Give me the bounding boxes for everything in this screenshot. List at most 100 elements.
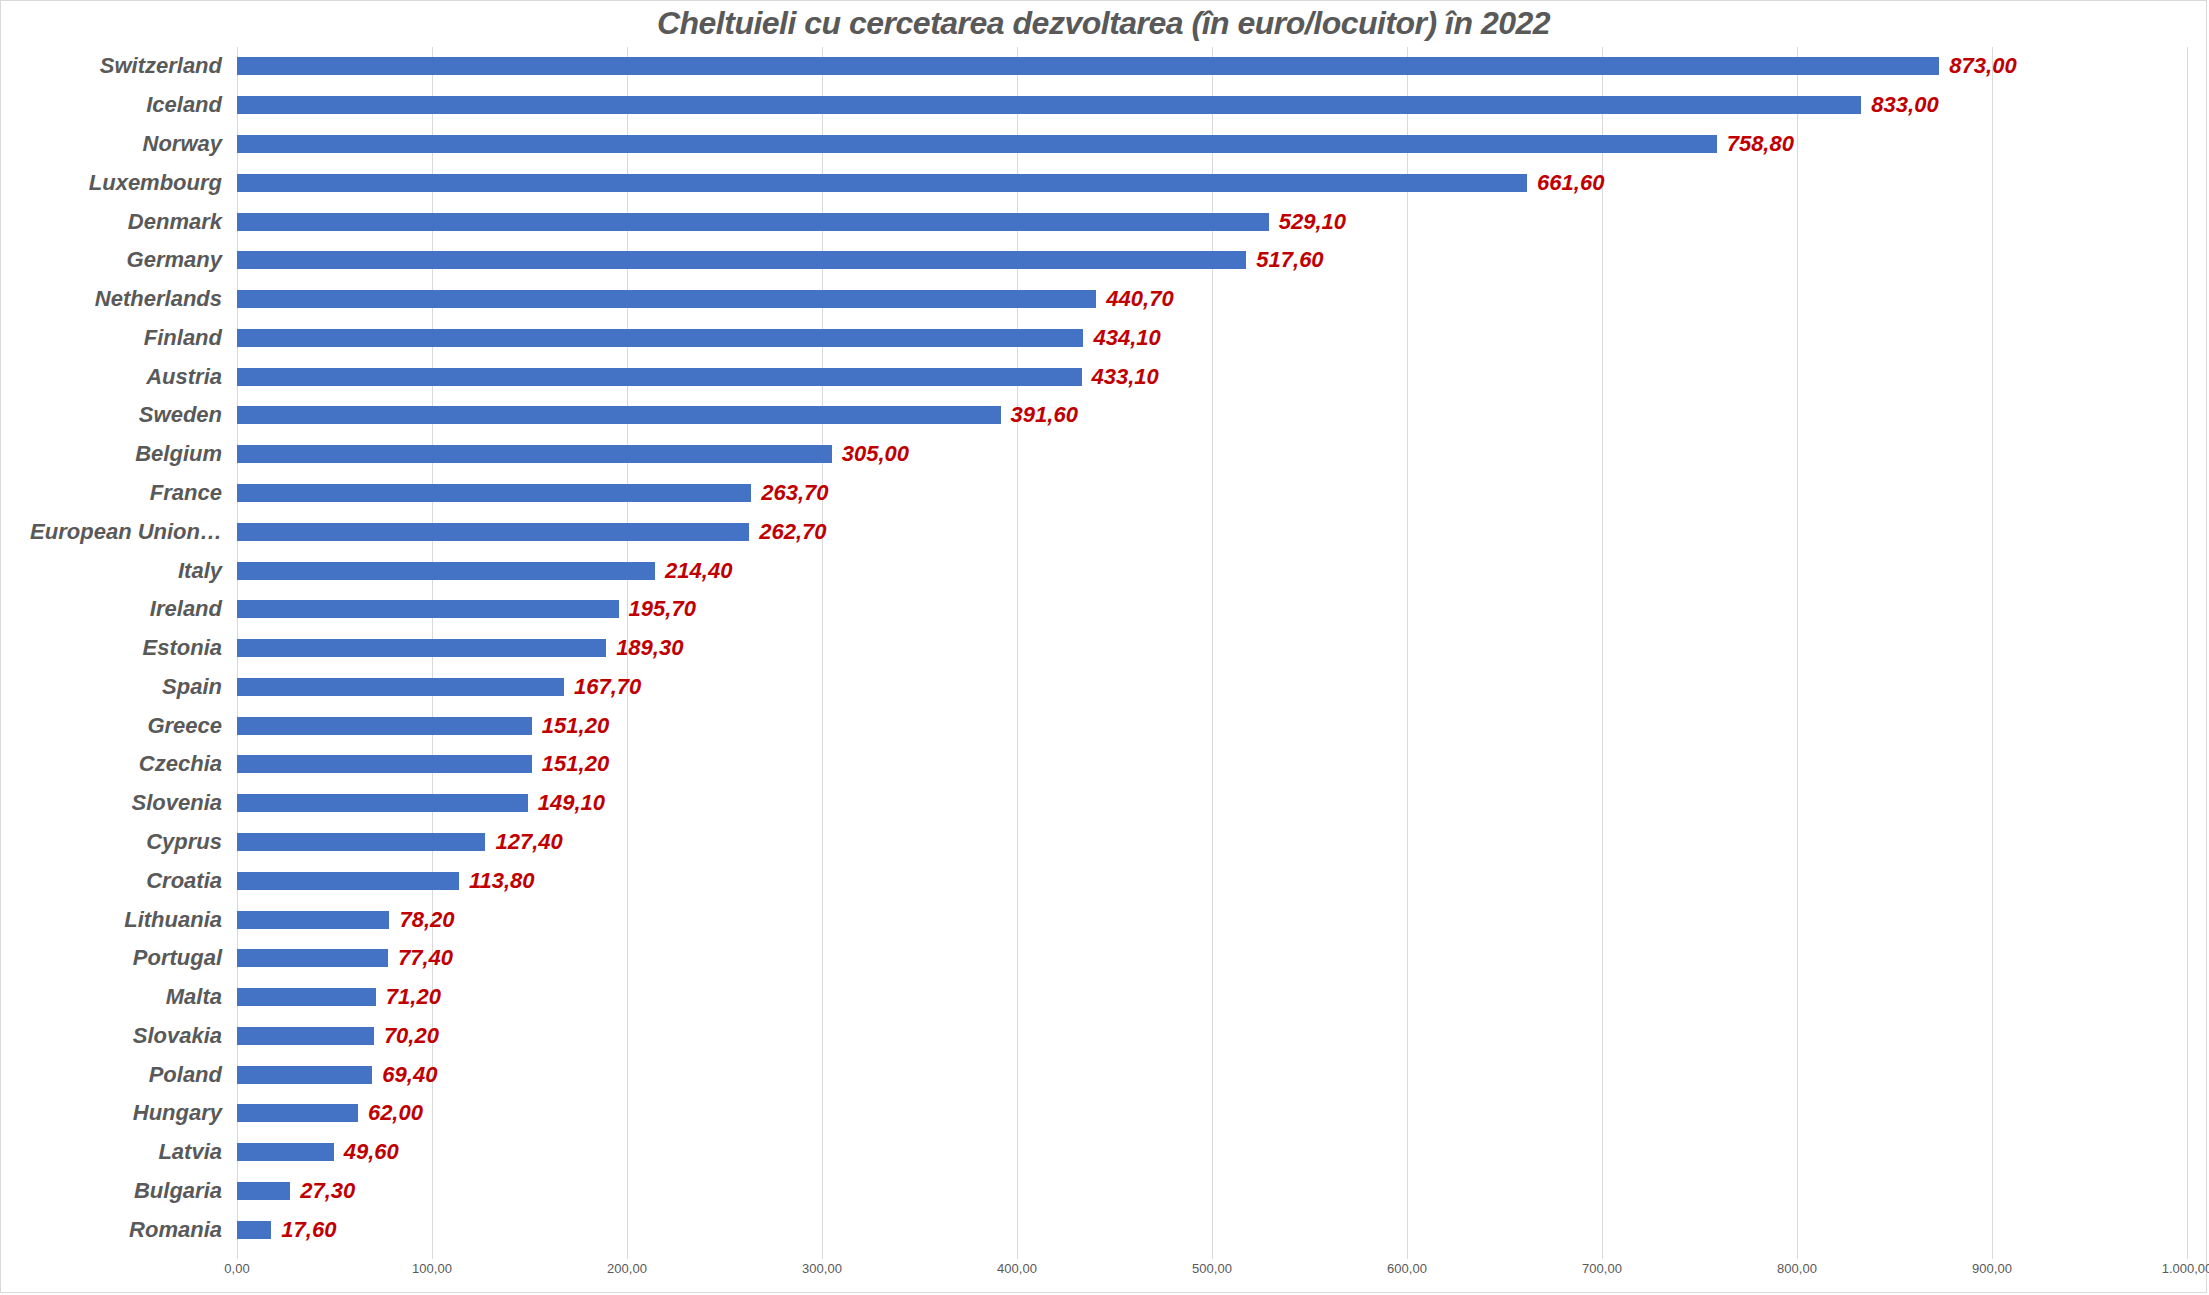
value-label: 113,80 bbox=[469, 868, 535, 894]
x-axis-tick-label: 1.000,00 bbox=[2162, 1261, 2209, 1276]
x-axis-tick-label: 200,00 bbox=[607, 1261, 647, 1276]
value-label: 873,00 bbox=[1949, 53, 2016, 79]
bar-row: Czechia151,20 bbox=[237, 745, 2187, 784]
category-label: Cyprus bbox=[146, 829, 222, 855]
bar bbox=[237, 988, 376, 1006]
category-label: Latvia bbox=[158, 1139, 222, 1165]
bar bbox=[237, 329, 1083, 347]
value-label: 262,70 bbox=[759, 519, 826, 545]
bar-row: Croatia113,80 bbox=[237, 861, 2187, 900]
bar-row: Spain167,70 bbox=[237, 668, 2187, 707]
category-label: Netherlands bbox=[95, 286, 222, 312]
value-label: 263,70 bbox=[761, 480, 828, 506]
bar-row: Slovakia70,20 bbox=[237, 1017, 2187, 1056]
bar bbox=[237, 794, 528, 812]
value-label: 149,10 bbox=[538, 790, 605, 816]
bar-row: Austria433,10 bbox=[237, 357, 2187, 396]
value-label: 127,40 bbox=[495, 829, 562, 855]
category-label: Iceland bbox=[146, 92, 222, 118]
value-label: 189,30 bbox=[616, 635, 683, 661]
value-label: 434,10 bbox=[1093, 325, 1160, 351]
value-label: 151,20 bbox=[542, 713, 609, 739]
bar-row: Lithuania78,20 bbox=[237, 900, 2187, 939]
category-label: Denmark bbox=[128, 209, 222, 235]
value-label: 440,70 bbox=[1106, 286, 1173, 312]
category-label: Austria bbox=[146, 364, 222, 390]
value-label: 305,00 bbox=[842, 441, 909, 467]
bar bbox=[237, 639, 606, 657]
category-label: Poland bbox=[149, 1062, 222, 1088]
value-label: 27,30 bbox=[300, 1178, 355, 1204]
category-label: Croatia bbox=[146, 868, 222, 894]
bar-row: Latvia49,60 bbox=[237, 1133, 2187, 1172]
category-label: Ireland bbox=[150, 596, 222, 622]
bar bbox=[237, 833, 485, 851]
bar bbox=[237, 484, 751, 502]
value-label: 391,60 bbox=[1011, 402, 1078, 428]
bar-row: Malta71,20 bbox=[237, 978, 2187, 1017]
x-axis-tick-label: 400,00 bbox=[997, 1261, 1037, 1276]
bar-row: Bulgaria27,30 bbox=[237, 1172, 2187, 1211]
bar-row: Romania17,60 bbox=[237, 1210, 2187, 1249]
x-axis-tick-label: 500,00 bbox=[1192, 1261, 1232, 1276]
category-label: Spain bbox=[162, 674, 222, 700]
category-label: Italy bbox=[178, 558, 222, 584]
category-label: Sweden bbox=[139, 402, 222, 428]
chart-title: Cheltuieli cu cercetarea dezvoltarea (în… bbox=[1, 5, 2206, 42]
bar bbox=[237, 368, 1082, 386]
bar-row: Finland434,10 bbox=[237, 318, 2187, 357]
bar bbox=[237, 174, 1527, 192]
value-label: 71,20 bbox=[386, 984, 441, 1010]
value-label: 69,40 bbox=[382, 1062, 437, 1088]
bar bbox=[237, 251, 1246, 269]
x-axis-tick-label: 100,00 bbox=[412, 1261, 452, 1276]
bar bbox=[237, 445, 832, 463]
x-axis-tick-label: 700,00 bbox=[1582, 1261, 1622, 1276]
bar-row: Ireland195,70 bbox=[237, 590, 2187, 629]
category-label: Switzerland bbox=[100, 53, 222, 79]
category-label: Germany bbox=[127, 247, 222, 273]
category-label: European Union… bbox=[30, 519, 222, 545]
category-label: Greece bbox=[147, 713, 222, 739]
bar bbox=[237, 911, 389, 929]
bar-row: Italy214,40 bbox=[237, 551, 2187, 590]
bar-row: Luxembourg661,60 bbox=[237, 163, 2187, 202]
x-axis: 0,00100,00200,00300,00400,00500,00600,00… bbox=[237, 1261, 2187, 1287]
bar bbox=[237, 755, 532, 773]
value-label: 167,70 bbox=[574, 674, 641, 700]
gridline bbox=[2187, 47, 2188, 1259]
x-axis-tick-label: 0,00 bbox=[224, 1261, 249, 1276]
value-label: 17,60 bbox=[281, 1217, 336, 1243]
value-label: 517,60 bbox=[1256, 247, 1323, 273]
category-label: Slovakia bbox=[133, 1023, 222, 1049]
category-label: Slovenia bbox=[132, 790, 222, 816]
bar bbox=[237, 1066, 372, 1084]
category-label: Lithuania bbox=[124, 907, 222, 933]
bar bbox=[237, 1143, 334, 1161]
bar-row: Germany517,60 bbox=[237, 241, 2187, 280]
bar-row: Belgium305,00 bbox=[237, 435, 2187, 474]
category-label: Estonia bbox=[143, 635, 222, 661]
category-label: Norway bbox=[143, 131, 222, 157]
bar-row: Sweden391,60 bbox=[237, 396, 2187, 435]
value-label: 433,10 bbox=[1092, 364, 1159, 390]
bar bbox=[237, 1221, 271, 1239]
category-label: France bbox=[150, 480, 222, 506]
bar-row: Estonia189,30 bbox=[237, 629, 2187, 668]
bar-row: Greece151,20 bbox=[237, 706, 2187, 745]
bar-row: Poland69,40 bbox=[237, 1055, 2187, 1094]
bar-row: European Union…262,70 bbox=[237, 512, 2187, 551]
category-label: Hungary bbox=[133, 1100, 222, 1126]
value-label: 49,60 bbox=[344, 1139, 399, 1165]
value-label: 70,20 bbox=[384, 1023, 439, 1049]
x-axis-tick-label: 300,00 bbox=[802, 1261, 842, 1276]
bar-row: Cyprus127,40 bbox=[237, 823, 2187, 862]
bar-row: Denmark529,10 bbox=[237, 202, 2187, 241]
bar bbox=[237, 523, 749, 541]
x-axis-tick-label: 600,00 bbox=[1387, 1261, 1427, 1276]
bar-row: Switzerland873,00 bbox=[237, 47, 2187, 86]
bar-row: Iceland833,00 bbox=[237, 86, 2187, 125]
bar-row: Slovenia149,10 bbox=[237, 784, 2187, 823]
value-label: 661,60 bbox=[1537, 170, 1604, 196]
value-label: 62,00 bbox=[368, 1100, 423, 1126]
